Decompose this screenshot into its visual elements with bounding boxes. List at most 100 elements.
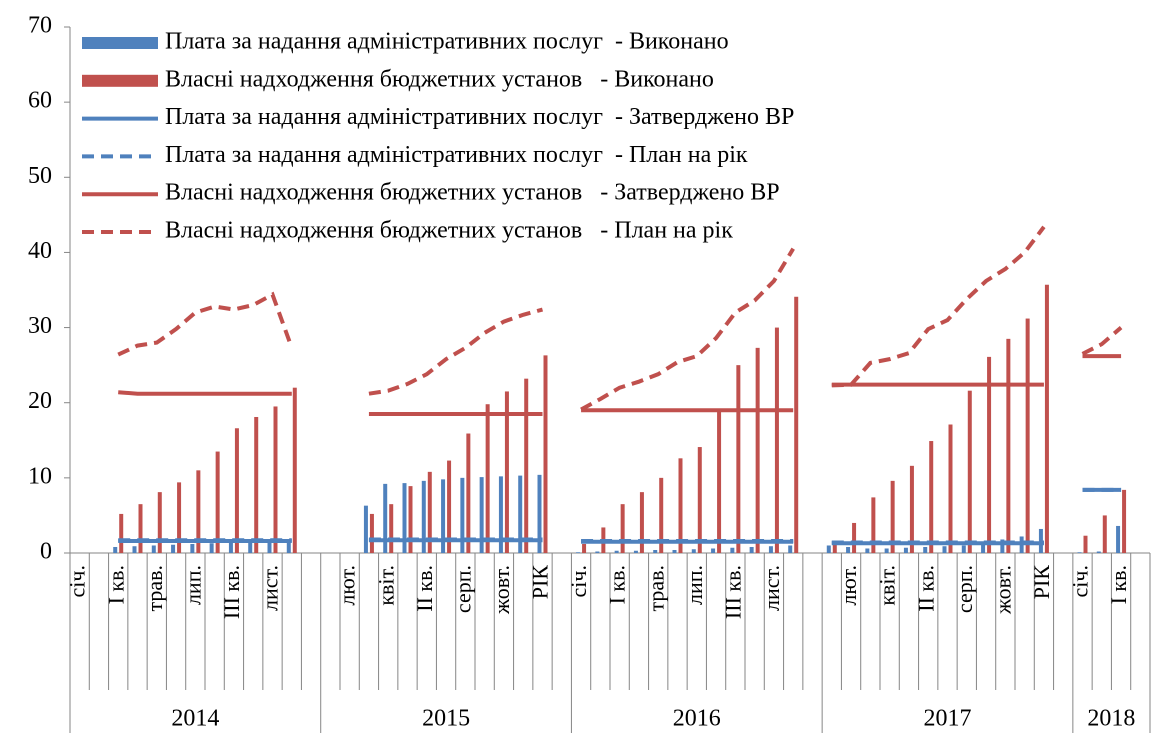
- bar: [987, 356, 992, 553]
- bar: [383, 483, 388, 553]
- bar: [157, 492, 162, 553]
- bar: [524, 378, 529, 553]
- bar: [639, 492, 644, 553]
- bar: [485, 404, 490, 553]
- x-tick-label: ІІІ кв.: [720, 565, 745, 619]
- bar: [113, 546, 118, 553]
- x-tick-label: жовт.: [990, 565, 1015, 615]
- x-group-label: 2017: [924, 706, 972, 732]
- bar: [697, 447, 702, 553]
- bar: [504, 391, 509, 553]
- bar: [981, 543, 986, 553]
- bar: [427, 471, 432, 553]
- bar: [961, 545, 966, 553]
- bar: [119, 513, 124, 553]
- bar: [948, 424, 953, 553]
- y-tick-label: 70: [28, 13, 52, 39]
- y-tick-label: 60: [28, 88, 52, 114]
- bar: [132, 546, 137, 553]
- line: [118, 390, 292, 396]
- bar: [447, 460, 452, 553]
- bar: [286, 540, 291, 553]
- x-tick-label: січ.: [566, 565, 591, 597]
- bar: [890, 480, 895, 553]
- bar: [852, 522, 857, 553]
- bar: [215, 451, 220, 553]
- x-group-label: 2016: [673, 706, 721, 732]
- bar: [1006, 338, 1011, 553]
- bar: [871, 497, 876, 553]
- y-tick-label: 20: [28, 388, 52, 414]
- bar: [537, 474, 542, 553]
- x-tick-label: трав.: [142, 565, 167, 612]
- bar: [209, 543, 214, 553]
- bar: [518, 475, 523, 553]
- x-tick-label: І кв.: [1106, 565, 1131, 604]
- bar: [967, 390, 972, 553]
- bar: [292, 387, 297, 553]
- bar: [1122, 489, 1127, 553]
- bar: [832, 541, 837, 553]
- bar: [421, 480, 426, 553]
- x-tick-label: ІІІ кв.: [219, 565, 244, 619]
- bar: [369, 513, 374, 553]
- bar: [273, 406, 278, 553]
- bar: [614, 550, 619, 553]
- bar: [466, 433, 471, 553]
- line: [580, 247, 795, 412]
- bar: [923, 546, 928, 553]
- bar: [190, 543, 195, 553]
- bar: [1025, 318, 1030, 553]
- x-tick-label: лист.: [258, 565, 283, 611]
- bar: [691, 549, 696, 553]
- bar: [794, 296, 799, 553]
- x-tick-label: РІК: [528, 565, 553, 600]
- bar: [717, 410, 722, 553]
- bar: [151, 545, 156, 553]
- x-tick-label: РІК: [1029, 565, 1054, 600]
- bar: [498, 476, 503, 553]
- x-tick-label: квіт.: [373, 565, 398, 606]
- bar: [248, 541, 253, 553]
- bar: [736, 365, 741, 553]
- bar: [441, 479, 446, 553]
- x-tick-label: лип.: [180, 565, 205, 605]
- bar: [653, 549, 658, 553]
- legend-swatch: [82, 74, 158, 87]
- x-tick-label: трав.: [643, 565, 668, 612]
- bar: [254, 416, 259, 553]
- legend-label: Власні надходження бюджетних установ - П…: [165, 218, 733, 244]
- legend-label: Плата за надання адміністративних послуг…: [165, 104, 794, 130]
- bar: [267, 540, 272, 553]
- bar: [1000, 539, 1005, 553]
- bar: [228, 542, 233, 553]
- x-tick-label: лист.: [759, 565, 784, 611]
- bar: [595, 551, 600, 553]
- bar: [633, 550, 638, 553]
- bar: [620, 504, 625, 553]
- x-tick-label: лют.: [836, 565, 861, 606]
- bar: [788, 545, 793, 553]
- bar: [543, 355, 548, 553]
- x-tick-label: ІІ кв.: [913, 565, 938, 612]
- bar: [408, 486, 413, 553]
- line: [368, 307, 544, 396]
- y-tick-label: 10: [28, 463, 52, 489]
- x-tick-label: серп.: [450, 565, 475, 613]
- bar: [1116, 525, 1121, 553]
- bar: [582, 543, 587, 553]
- bar: [1102, 515, 1107, 553]
- bar: [576, 552, 581, 553]
- bar: [363, 505, 368, 553]
- bar: [711, 548, 716, 553]
- legend-label: Власні надходження бюджетних установ - З…: [165, 180, 780, 206]
- bar: [389, 504, 394, 553]
- bar: [755, 347, 760, 553]
- y-tick-label: 30: [28, 313, 52, 339]
- x-tick-label: лип.: [682, 565, 707, 605]
- bar: [659, 477, 664, 553]
- bar: [234, 428, 239, 553]
- y-tick-label: 0: [40, 539, 52, 565]
- x-group-label: 2018: [1087, 706, 1135, 732]
